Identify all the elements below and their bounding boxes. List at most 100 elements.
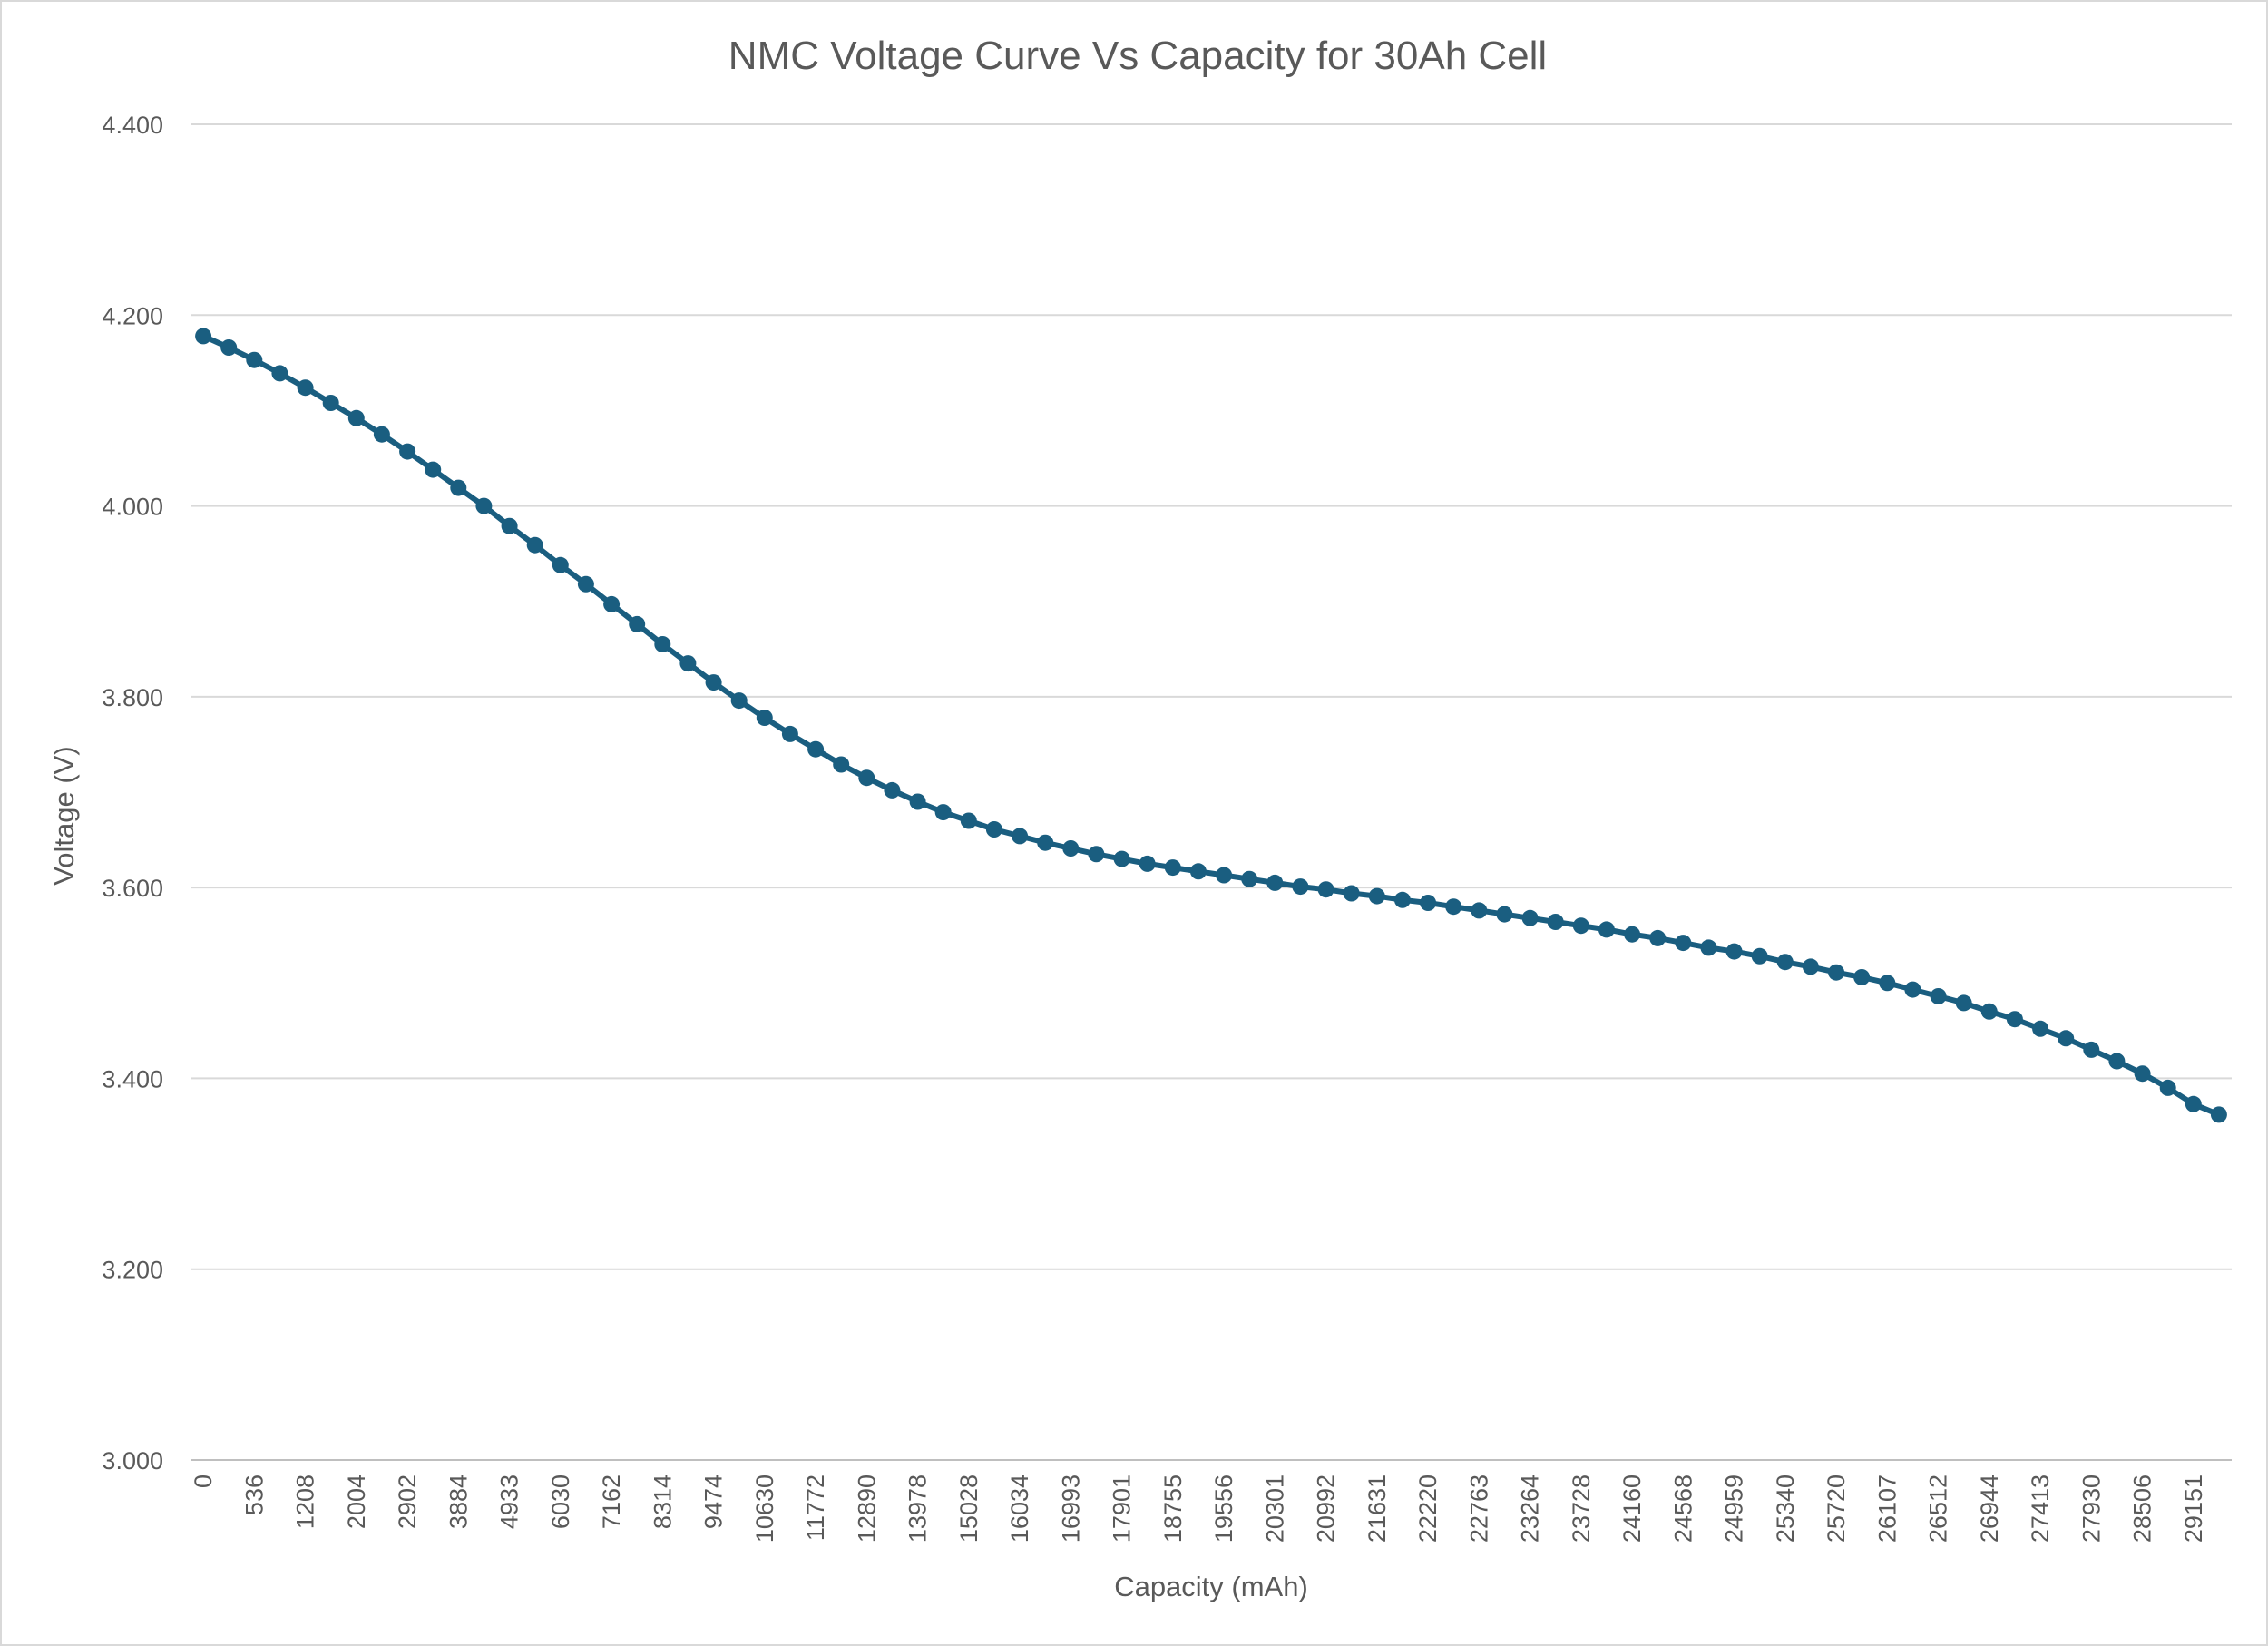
x-tick-label: 27930: [2077, 1475, 2105, 1543]
data-point: [1725, 943, 1743, 960]
data-point: [1012, 828, 1029, 845]
data-point: [858, 769, 875, 787]
y-tick-label: 4.400: [102, 112, 163, 139]
data-point: [1853, 969, 1871, 985]
data-point: [2210, 1106, 2227, 1123]
data-point: [654, 636, 671, 652]
data-point: [220, 339, 238, 356]
y-tick-label: 3.400: [102, 1065, 163, 1092]
x-tick-label: 6030: [547, 1475, 574, 1529]
data-point: [1700, 939, 1717, 956]
y-tick-label: 3.200: [102, 1257, 163, 1284]
data-point: [271, 365, 288, 382]
x-tick-label: 2902: [394, 1475, 421, 1529]
data-point: [2006, 1011, 2023, 1028]
data-point: [1828, 964, 1845, 981]
series-line: [200, 333, 2222, 1118]
data-point: [1393, 891, 1411, 908]
data-point: [730, 692, 748, 710]
x-tick-label: 20301: [1261, 1475, 1288, 1543]
data-point: [705, 674, 722, 691]
data-point: [1496, 906, 1513, 923]
data-point: [629, 615, 646, 632]
data-point: [1216, 867, 1233, 884]
data-point: [2083, 1041, 2100, 1058]
data-point: [960, 812, 977, 829]
x-tick-label: 4933: [496, 1475, 523, 1529]
x-tick-label: 13978: [904, 1475, 932, 1543]
data-point: [526, 536, 543, 554]
x-tick-label: 23728: [1568, 1475, 1595, 1543]
x-tick-label: 2004: [343, 1475, 370, 1529]
data-point: [2058, 1030, 2075, 1047]
x-axis-title: Capacity (mAh): [1114, 1571, 1308, 1602]
data-point: [679, 655, 697, 672]
data-point: [1675, 935, 1692, 952]
x-tick-label: 24568: [1669, 1475, 1696, 1543]
data-point: [1317, 881, 1334, 898]
x-tick-label: 25340: [1772, 1475, 1799, 1543]
data-point: [1879, 975, 1896, 992]
data-point: [1598, 921, 1615, 938]
data-point: [1776, 954, 1794, 971]
data-point: [934, 804, 952, 821]
data-point: [884, 781, 901, 799]
x-tick-label: 17901: [1109, 1475, 1136, 1543]
data-point: [1164, 859, 1181, 877]
data-point: [1445, 898, 1462, 916]
data-point: [373, 426, 390, 443]
data-point: [807, 740, 825, 758]
data-point: [1802, 958, 1819, 975]
data-point: [322, 395, 339, 411]
data-point: [1266, 874, 1284, 891]
x-tick-label: 20992: [1313, 1475, 1340, 1543]
data-point: [399, 443, 416, 460]
x-tick-label: 25720: [1823, 1475, 1850, 1543]
chart-title: NMC Voltage Curve Vs Capacity for 30Ah C…: [728, 34, 1547, 78]
data-point: [1189, 863, 1207, 880]
data-point: [577, 575, 594, 593]
x-axis-ticks: 0 536 1208 2004 2902 3884 4933 6030 7162 8314 9474…: [190, 1475, 2207, 1543]
data-point: [833, 756, 850, 773]
data-point: [1904, 981, 1921, 998]
x-tick-label: 26944: [1976, 1475, 2003, 1543]
data-point: [450, 479, 467, 496]
data-point: [1649, 929, 1667, 946]
x-tick-label: 7162: [598, 1475, 625, 1529]
data-point: [2159, 1079, 2176, 1096]
data-point: [603, 595, 621, 612]
x-tick-label: 24959: [1721, 1475, 1748, 1543]
x-tick-label: 536: [240, 1475, 268, 1515]
data-point: [425, 461, 442, 478]
data-point: [347, 409, 365, 426]
y-tick-label: 3.800: [102, 684, 163, 711]
data-point: [1980, 1003, 1998, 1020]
x-tick-label: 16993: [1057, 1475, 1084, 1543]
y-tick-label: 3.000: [102, 1447, 163, 1475]
data-point: [985, 821, 1002, 838]
x-tick-label: 11772: [802, 1475, 829, 1541]
x-tick-label: 16034: [1006, 1475, 1033, 1543]
data-point: [1088, 846, 1105, 863]
data-point: [1037, 834, 1054, 851]
x-tick-label: 22220: [1414, 1475, 1442, 1543]
data-point: [1292, 878, 1309, 896]
x-tick-label: 15028: [955, 1475, 982, 1543]
data-point: [1624, 926, 1641, 943]
data-point: [1139, 855, 1156, 872]
data-point: [552, 556, 569, 573]
x-tick-label: 12890: [853, 1475, 880, 1543]
data-point: [1062, 840, 1080, 857]
y-tick-label: 3.600: [102, 875, 163, 902]
data-point: [297, 379, 314, 397]
data-point: [2108, 1053, 2126, 1070]
x-tick-label: 24160: [1618, 1475, 1646, 1543]
data-point: [2032, 1020, 2049, 1037]
data-point: [1521, 909, 1539, 926]
data-point: [246, 351, 263, 368]
data-point: [1241, 870, 1258, 887]
x-tick-label: 28506: [2129, 1475, 2156, 1543]
data-point: [1547, 914, 1564, 930]
x-tick-label: 18755: [1159, 1475, 1187, 1543]
